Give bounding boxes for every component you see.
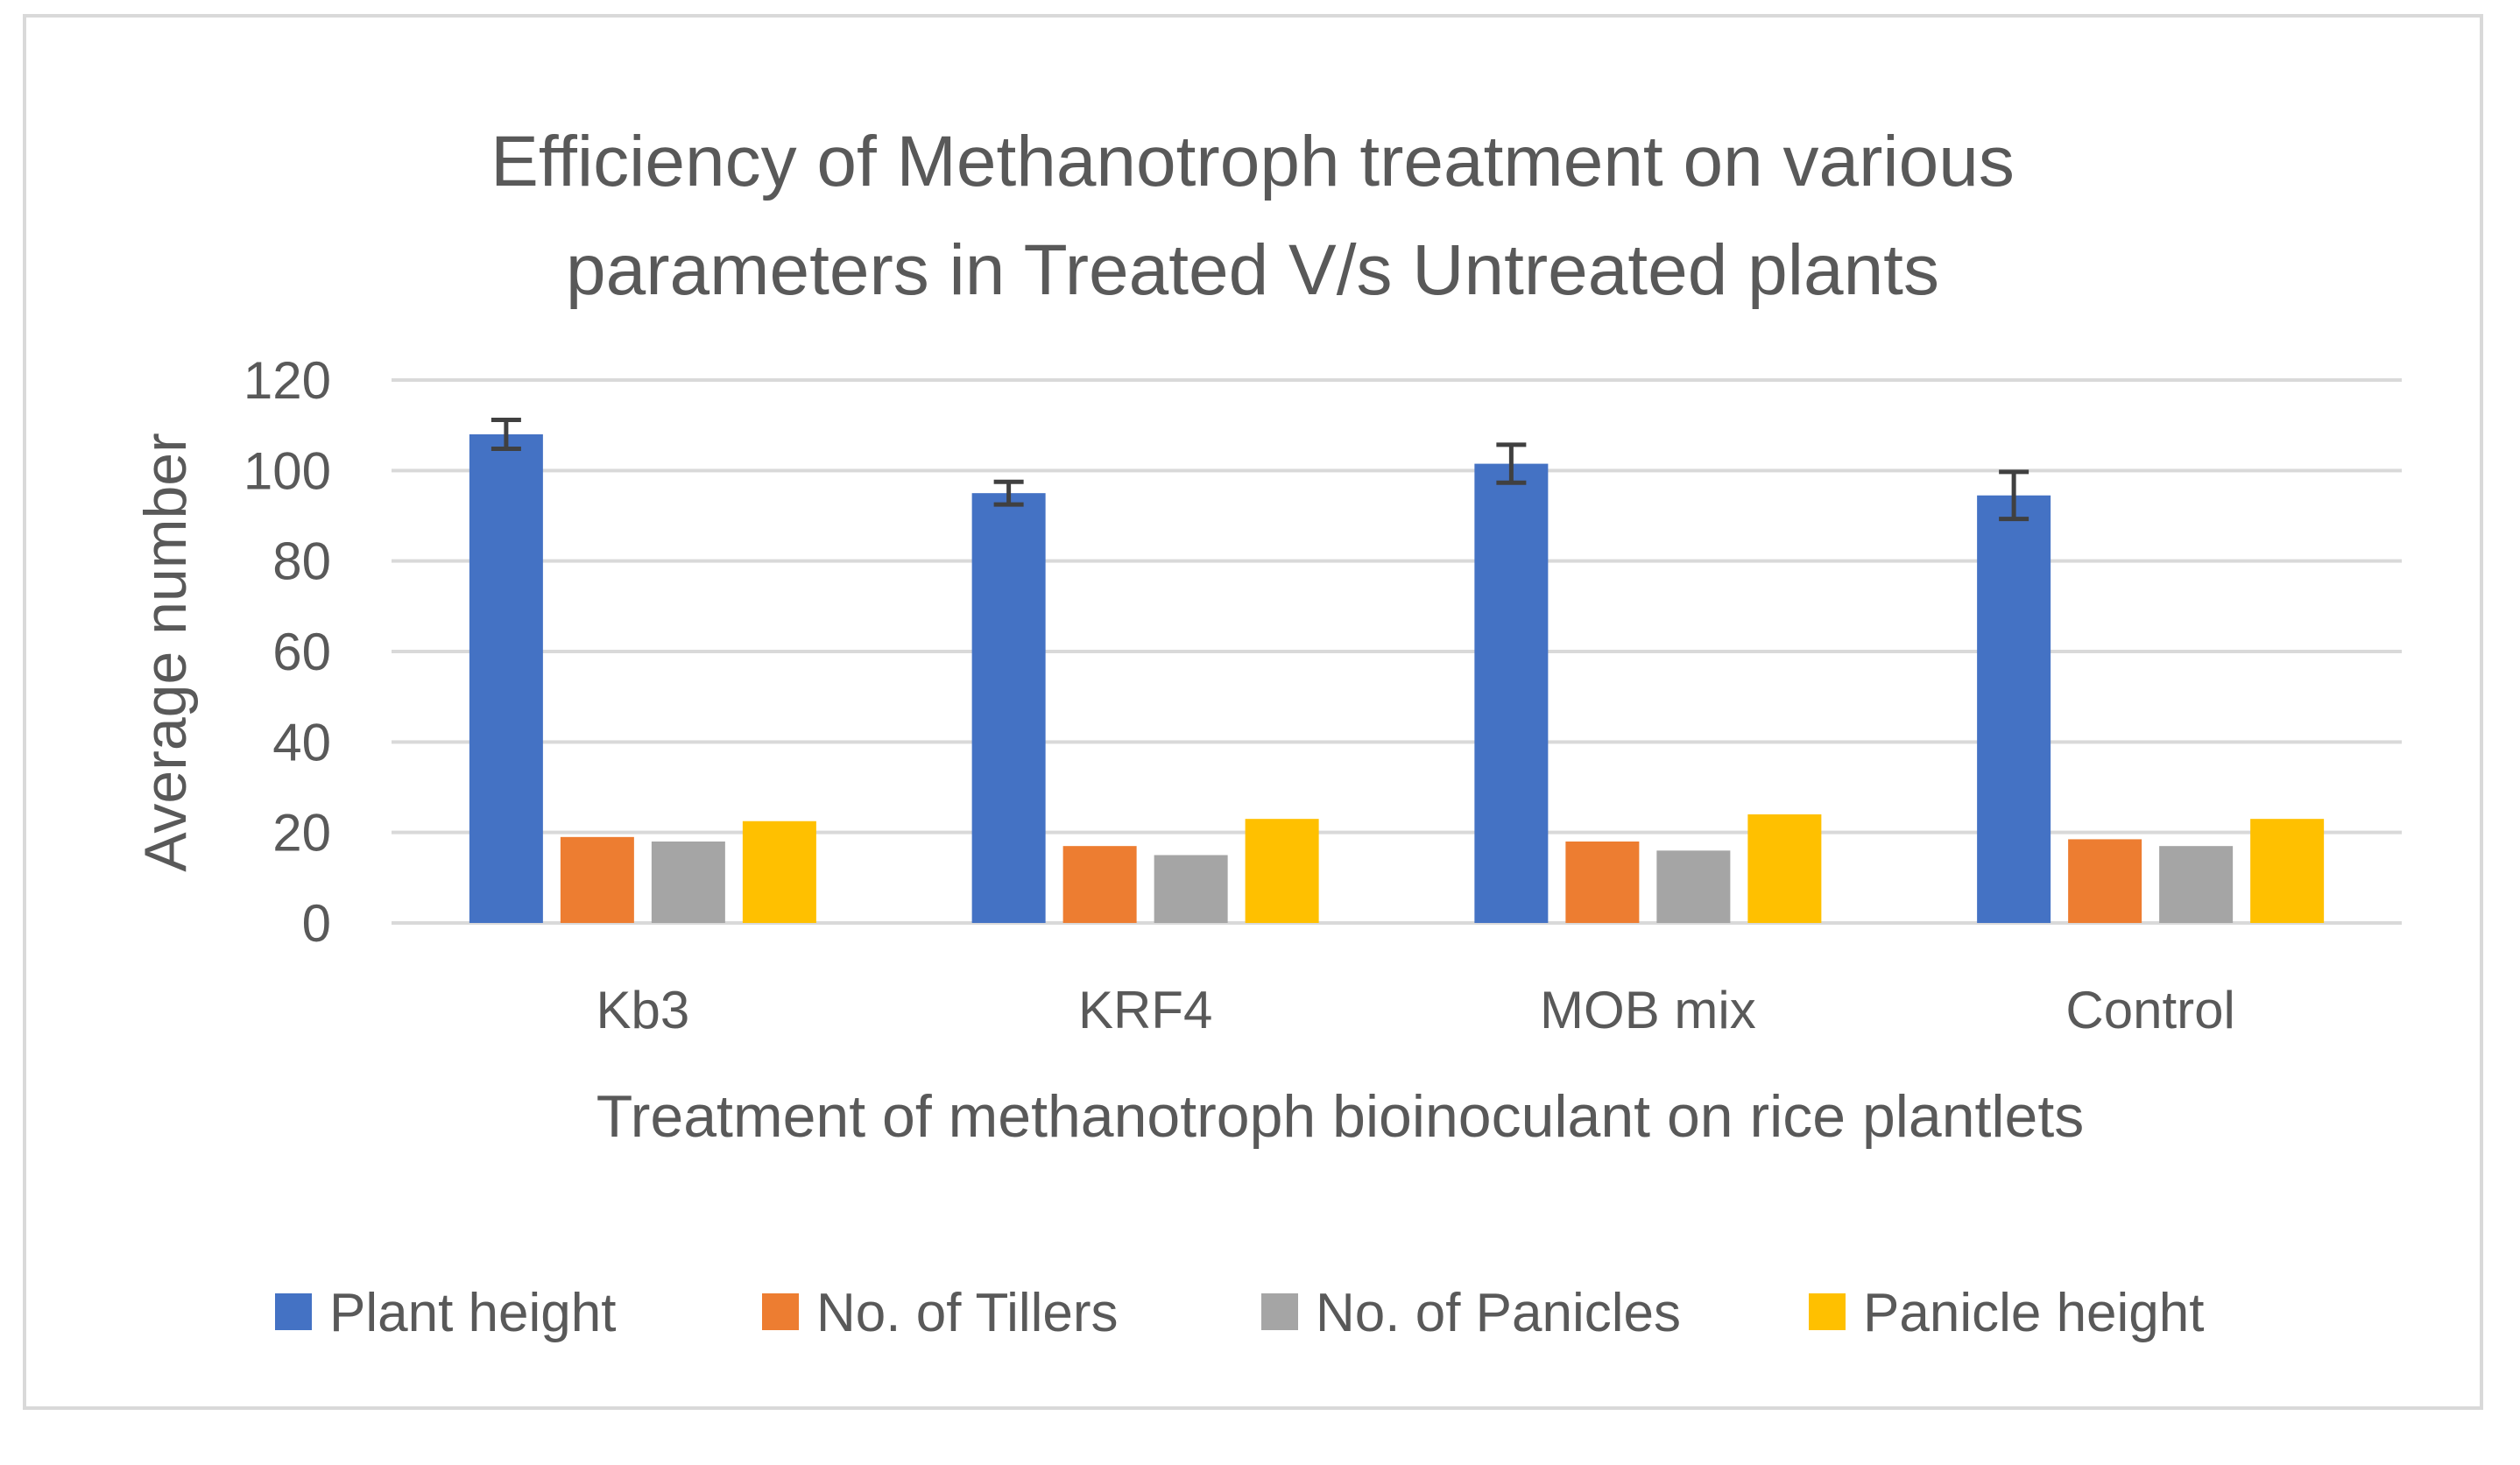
bar-panicle-height (1245, 819, 1319, 923)
legend-item: Plant height (275, 1283, 616, 1343)
legend-label: No. of Panicles (1316, 1283, 1681, 1343)
legend-swatch (275, 1293, 312, 1330)
chart-frame (23, 14, 2483, 1410)
bar-no-of-panicles (1154, 855, 1228, 923)
chart-title: Efficiency of Methanotroph treatment on … (491, 122, 2015, 310)
x-tick-label: KRF4 (1078, 981, 1212, 1039)
legend-item: No. of Tillers (762, 1283, 1119, 1343)
bar-no-of-panicles (1656, 850, 1731, 923)
y-axis-title: Average number (132, 433, 199, 872)
bar-panicle-height (2250, 819, 2325, 923)
legend: Plant height No. of Tillers No. of Panicle… (275, 1283, 2205, 1343)
bar-plant-height (469, 434, 543, 923)
y-tick-label: 120 (244, 351, 331, 410)
x-tick-label: MOB mix (1540, 981, 1756, 1039)
x-tick-label: Control (2065, 981, 2234, 1039)
bar-no-of-tillers (560, 836, 634, 923)
y-tick-label: 20 (272, 804, 331, 863)
bars (469, 434, 2325, 923)
bar-no-of-tillers (1062, 846, 1137, 923)
bar-plant-height (1474, 463, 1549, 923)
x-axis-title: Treatment of methanotroph bioinoculant o… (596, 1083, 2084, 1150)
y-tick-label: 60 (272, 623, 331, 681)
legend-label: No. of Tillers (816, 1283, 1119, 1343)
y-tick-label: 100 (244, 441, 331, 500)
legend-swatch (1261, 1293, 1298, 1330)
bar-panicle-height (742, 821, 816, 923)
error-bars (491, 417, 2029, 522)
y-tick-label: 80 (272, 532, 331, 591)
legend-item: Panicle height (1809, 1283, 2205, 1343)
chart-title-line-2: parameters in Treated V/s Untreated plan… (566, 230, 1939, 310)
chart-title-line-1: Efficiency of Methanotroph treatment on … (491, 122, 2015, 201)
legend-swatch (1809, 1293, 1846, 1330)
x-tick-label: Kb3 (596, 981, 689, 1039)
x-axis-ticks: Kb3 KRF4 MOB mix Control (596, 981, 2234, 1039)
bar-no-of-tillers (2068, 839, 2142, 923)
bar-panicle-height (1747, 814, 1822, 923)
y-axis-ticks: 0 20 40 60 80 100 120 (244, 351, 331, 953)
legend-item: No. of Panicles (1261, 1283, 1681, 1343)
y-tick-label: 0 (302, 894, 331, 953)
bar-no-of-panicles (651, 842, 725, 923)
bar-no-of-panicles (2159, 846, 2234, 923)
bar-no-of-tillers (1565, 842, 1640, 923)
bar-plant-height (1977, 495, 2051, 923)
y-tick-label: 40 (272, 713, 331, 771)
legend-label: Plant height (329, 1283, 616, 1343)
legend-label: Panicle height (1863, 1283, 2205, 1343)
gridlines (392, 378, 2402, 925)
bar-plant-height (971, 493, 1046, 923)
legend-swatch (762, 1293, 799, 1330)
